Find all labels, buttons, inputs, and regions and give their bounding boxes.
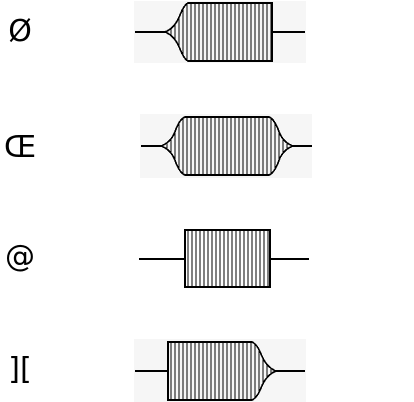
body-outline [135, 2, 305, 62]
row-symbol: Œ [3, 130, 37, 165]
right-flare-component-glyph [134, 339, 306, 402]
row-symbol: ][ [8, 352, 32, 387]
diagram-row-1: Ø [0, 0, 414, 66]
glyph-background [140, 114, 312, 178]
diagram-row-4: ][ [0, 336, 414, 402]
diagram-row-3: @ [0, 224, 414, 294]
body-outline [141, 116, 312, 176]
both-flare-component-glyph [140, 114, 312, 178]
body-outline [139, 229, 309, 288]
body-outline [135, 341, 305, 401]
hatch-lines [187, 230, 269, 287]
diagram-row-2: Œ [0, 110, 414, 182]
left-flare-component-glyph [134, 1, 306, 63]
hatch-lines [170, 3, 272, 61]
plain-component-glyph [139, 229, 309, 288]
row-symbol: @ [5, 239, 35, 274]
row-symbol: Ø [8, 14, 32, 49]
